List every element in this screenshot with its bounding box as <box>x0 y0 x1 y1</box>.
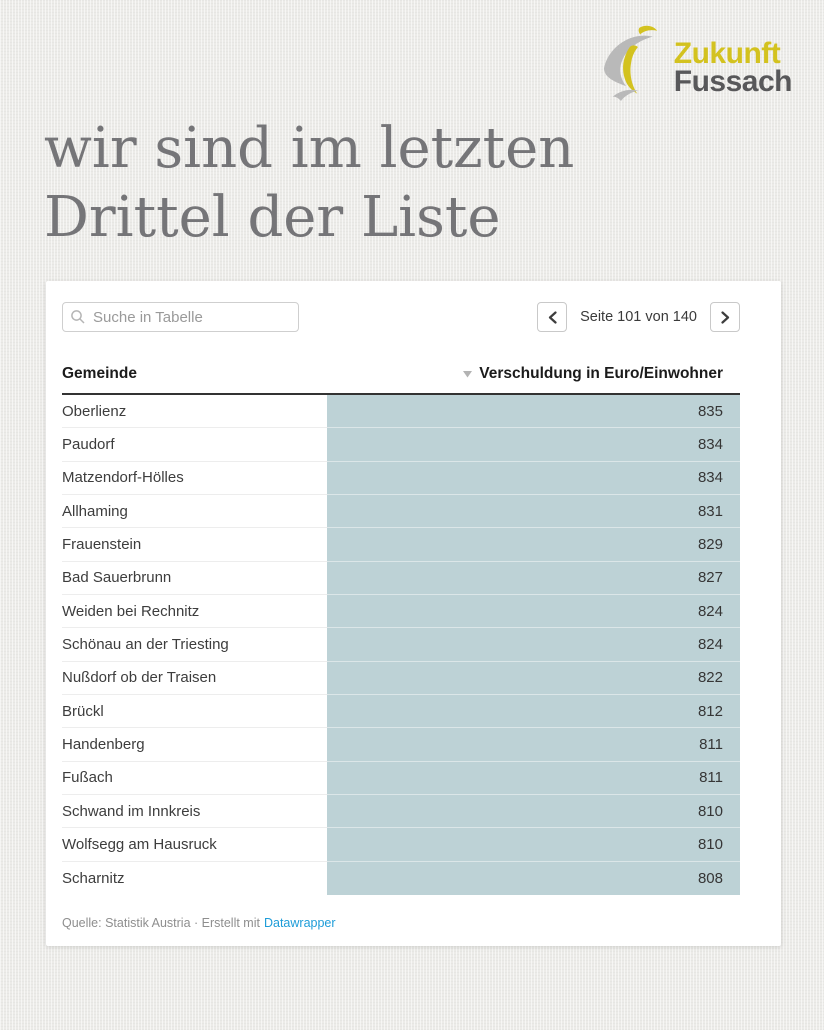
pagination: Seite 101 von 140 <box>537 302 740 332</box>
value-cell: 824 <box>327 595 740 629</box>
gemeinde-cell: Oberlienz <box>62 395 327 429</box>
source-line: Quelle: Statistik Austria · Erstellt mit… <box>62 916 336 930</box>
gemeinde-cell: Handenberg <box>62 728 327 762</box>
value-cell: 834 <box>327 428 740 462</box>
search-input[interactable] <box>62 302 299 332</box>
gemeinde-cell: Schwand im Innkreis <box>62 795 327 829</box>
value-cell: 827 <box>327 561 740 596</box>
gemeinde-cell: Scharnitz <box>62 869 125 887</box>
headline-line1: wir sind im letzten <box>44 116 575 181</box>
gemeinde-cell: Wolfsegg am Hausruck <box>62 828 327 862</box>
logo-word-zukunft: Zukunft <box>673 37 781 70</box>
table-row: Wolfsegg am Hausruck 810 <box>62 828 740 862</box>
table-row: Allhaming 831 <box>62 495 740 529</box>
column-header-verschuldung[interactable]: Verschuldung in Euro/Einwohner <box>327 365 740 383</box>
search-icon <box>71 310 85 324</box>
value-cell: 824 <box>327 628 740 662</box>
value-cell: 808 <box>327 861 740 896</box>
table-search <box>62 302 299 332</box>
table-row: Nußdorf ob der Traisen 822 <box>62 661 740 696</box>
table-header-row: Gemeinde Verschuldung in Euro/Einwohner <box>62 365 740 395</box>
value-cell: 835 <box>327 395 740 429</box>
table-row: Matzendorf-Hölles 834 <box>62 461 740 496</box>
table-row: Paudorf 834 <box>62 428 740 462</box>
gemeinde-cell: Matzendorf-Hölles <box>62 462 327 496</box>
gemeinde-cell: Nußdorf ob der Traisen <box>62 662 327 696</box>
datawrapper-link[interactable]: Datawrapper <box>263 916 336 930</box>
table-row: Frauenstein 829 <box>62 528 740 562</box>
zukunft-fussach-logo: Zukunft Fussach <box>598 24 793 112</box>
value-cell: 834 <box>327 461 740 496</box>
value-cell: 811 <box>327 728 740 762</box>
gemeinde-cell: Paudorf <box>62 428 327 462</box>
logo-wordmark: Zukunft Fussach <box>673 37 793 98</box>
table-row: Schwand im Innkreis 810 <box>62 795 740 829</box>
value-cell: 812 <box>327 695 740 729</box>
table-row: Schönau an der Triesting 824 <box>62 628 740 662</box>
gemeinde-cell: Allhaming <box>62 495 327 529</box>
table-row: Bad Sauerbrunn 827 <box>62 561 740 596</box>
value-cell: 810 <box>327 795 740 829</box>
value-cell: 822 <box>327 661 740 696</box>
logo-word-fussach: Fussach <box>673 65 793 98</box>
chevron-right-icon <box>720 310 729 324</box>
sort-desc-icon <box>463 370 473 377</box>
datawrapper-table-card: Seite 101 von 140 Gemeinde Ver <box>46 281 781 946</box>
prev-page-button[interactable] <box>537 302 568 332</box>
table-row: Scharnitz 808 <box>62 861 740 896</box>
gemeinde-cell: Brückl <box>62 695 327 729</box>
gemeinde-cell: Fußach <box>62 762 327 796</box>
gemeinde-cell: Schönau an der Triesting <box>62 628 327 662</box>
table-body: Oberlienz 835 Paudorf 834 Matzendorf-Höl… <box>62 395 740 896</box>
gemeinde-cell: Bad Sauerbrunn <box>62 562 327 596</box>
swoosh-logo-icon <box>603 25 657 102</box>
table-toolbar: Seite 101 von 140 <box>62 302 740 332</box>
gemeinde-cell: Weiden bei Rechnitz <box>62 595 327 629</box>
source-text: Quelle: Statistik Austria · Erstellt mit <box>62 916 260 930</box>
value-cell: 831 <box>327 495 740 529</box>
debt-table: Gemeinde Verschuldung in Euro/Einwohner … <box>62 365 740 896</box>
table-row: Handenberg 811 <box>62 728 740 762</box>
page-title: wir sind im letzten Drittel der Liste <box>44 114 574 252</box>
table-row: Weiden bei Rechnitz 824 <box>62 595 740 629</box>
value-cell: 810 <box>327 828 740 862</box>
chevron-left-icon <box>548 310 557 324</box>
page-indicator: Seite 101 von 140 <box>580 309 697 325</box>
column-header-verschuldung-label: Verschuldung in Euro/Einwohner <box>479 365 723 382</box>
value-cell: 811 <box>327 761 740 796</box>
value-cell: 829 <box>327 528 740 562</box>
column-header-gemeinde[interactable]: Gemeinde <box>62 365 137 382</box>
next-page-button[interactable] <box>710 302 740 332</box>
table-row: Fußach 811 <box>62 761 740 796</box>
gemeinde-cell: Frauenstein <box>62 528 327 562</box>
table-row: Brückl 812 <box>62 695 740 729</box>
table-row: Oberlienz 835 <box>62 395 740 429</box>
headline-line2: Drittel der Liste <box>44 185 501 250</box>
